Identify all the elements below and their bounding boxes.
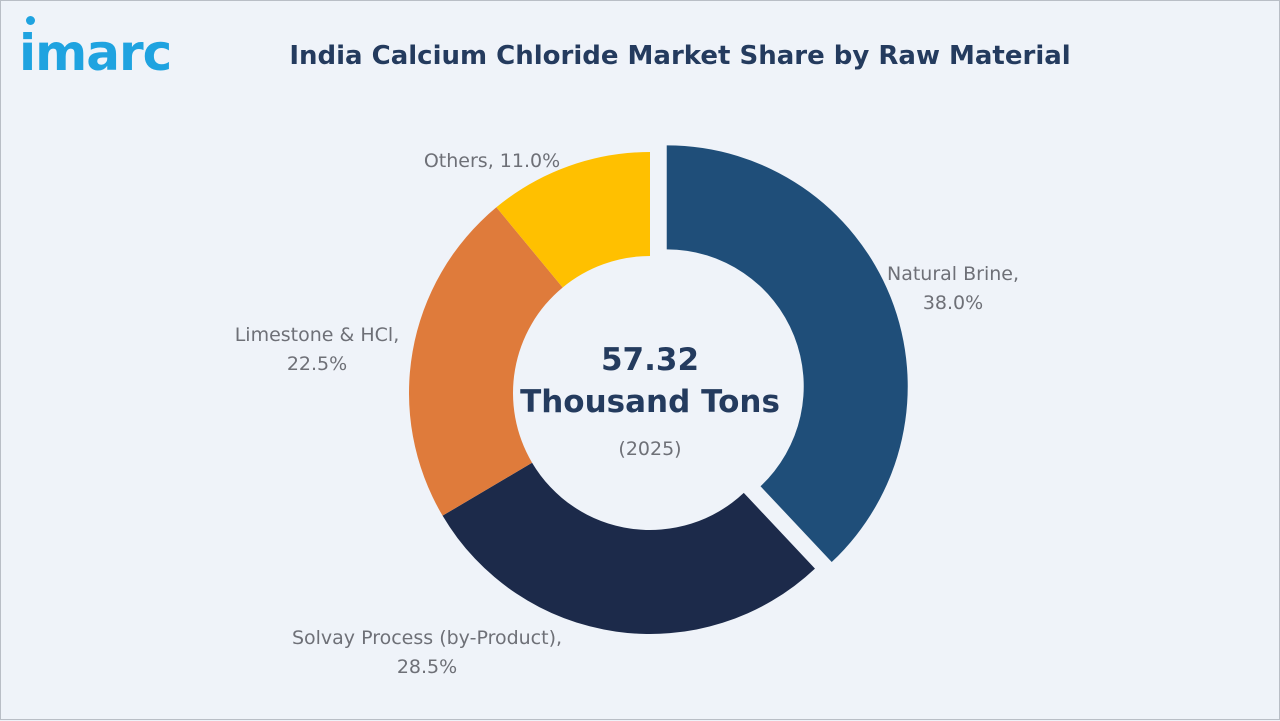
imarc-logo: imarc	[19, 24, 172, 82]
donut-slice-solvay-process-by-product	[442, 462, 815, 634]
center-total-unit: Thousand Tons	[520, 384, 780, 420]
slice-label-others: Others, 11.0%	[424, 150, 560, 172]
donut-slice-limestone-hcl	[409, 207, 563, 516]
center-total-value: 57.32	[601, 342, 699, 378]
donut-slice-natural-brine	[666, 145, 908, 563]
slice-label-limestone-hcl: Limestone & HCl, 22.5%	[235, 324, 400, 375]
slice-label-solvay-process-by-product: Solvay Process (by-Product), 28.5%	[292, 627, 562, 678]
donut-slice-others	[496, 152, 650, 288]
labels-layer: Natural Brine, 38.0% Solvay Process (by-Pr…	[235, 150, 1019, 678]
center-year: (2025)	[618, 438, 681, 460]
slices-layer	[409, 145, 908, 634]
logo-dot-icon	[26, 16, 35, 25]
chart-title: India Calcium Chloride Market Share by R…	[289, 41, 1071, 71]
slice-label-natural-brine: Natural Brine, 38.0%	[887, 263, 1019, 314]
